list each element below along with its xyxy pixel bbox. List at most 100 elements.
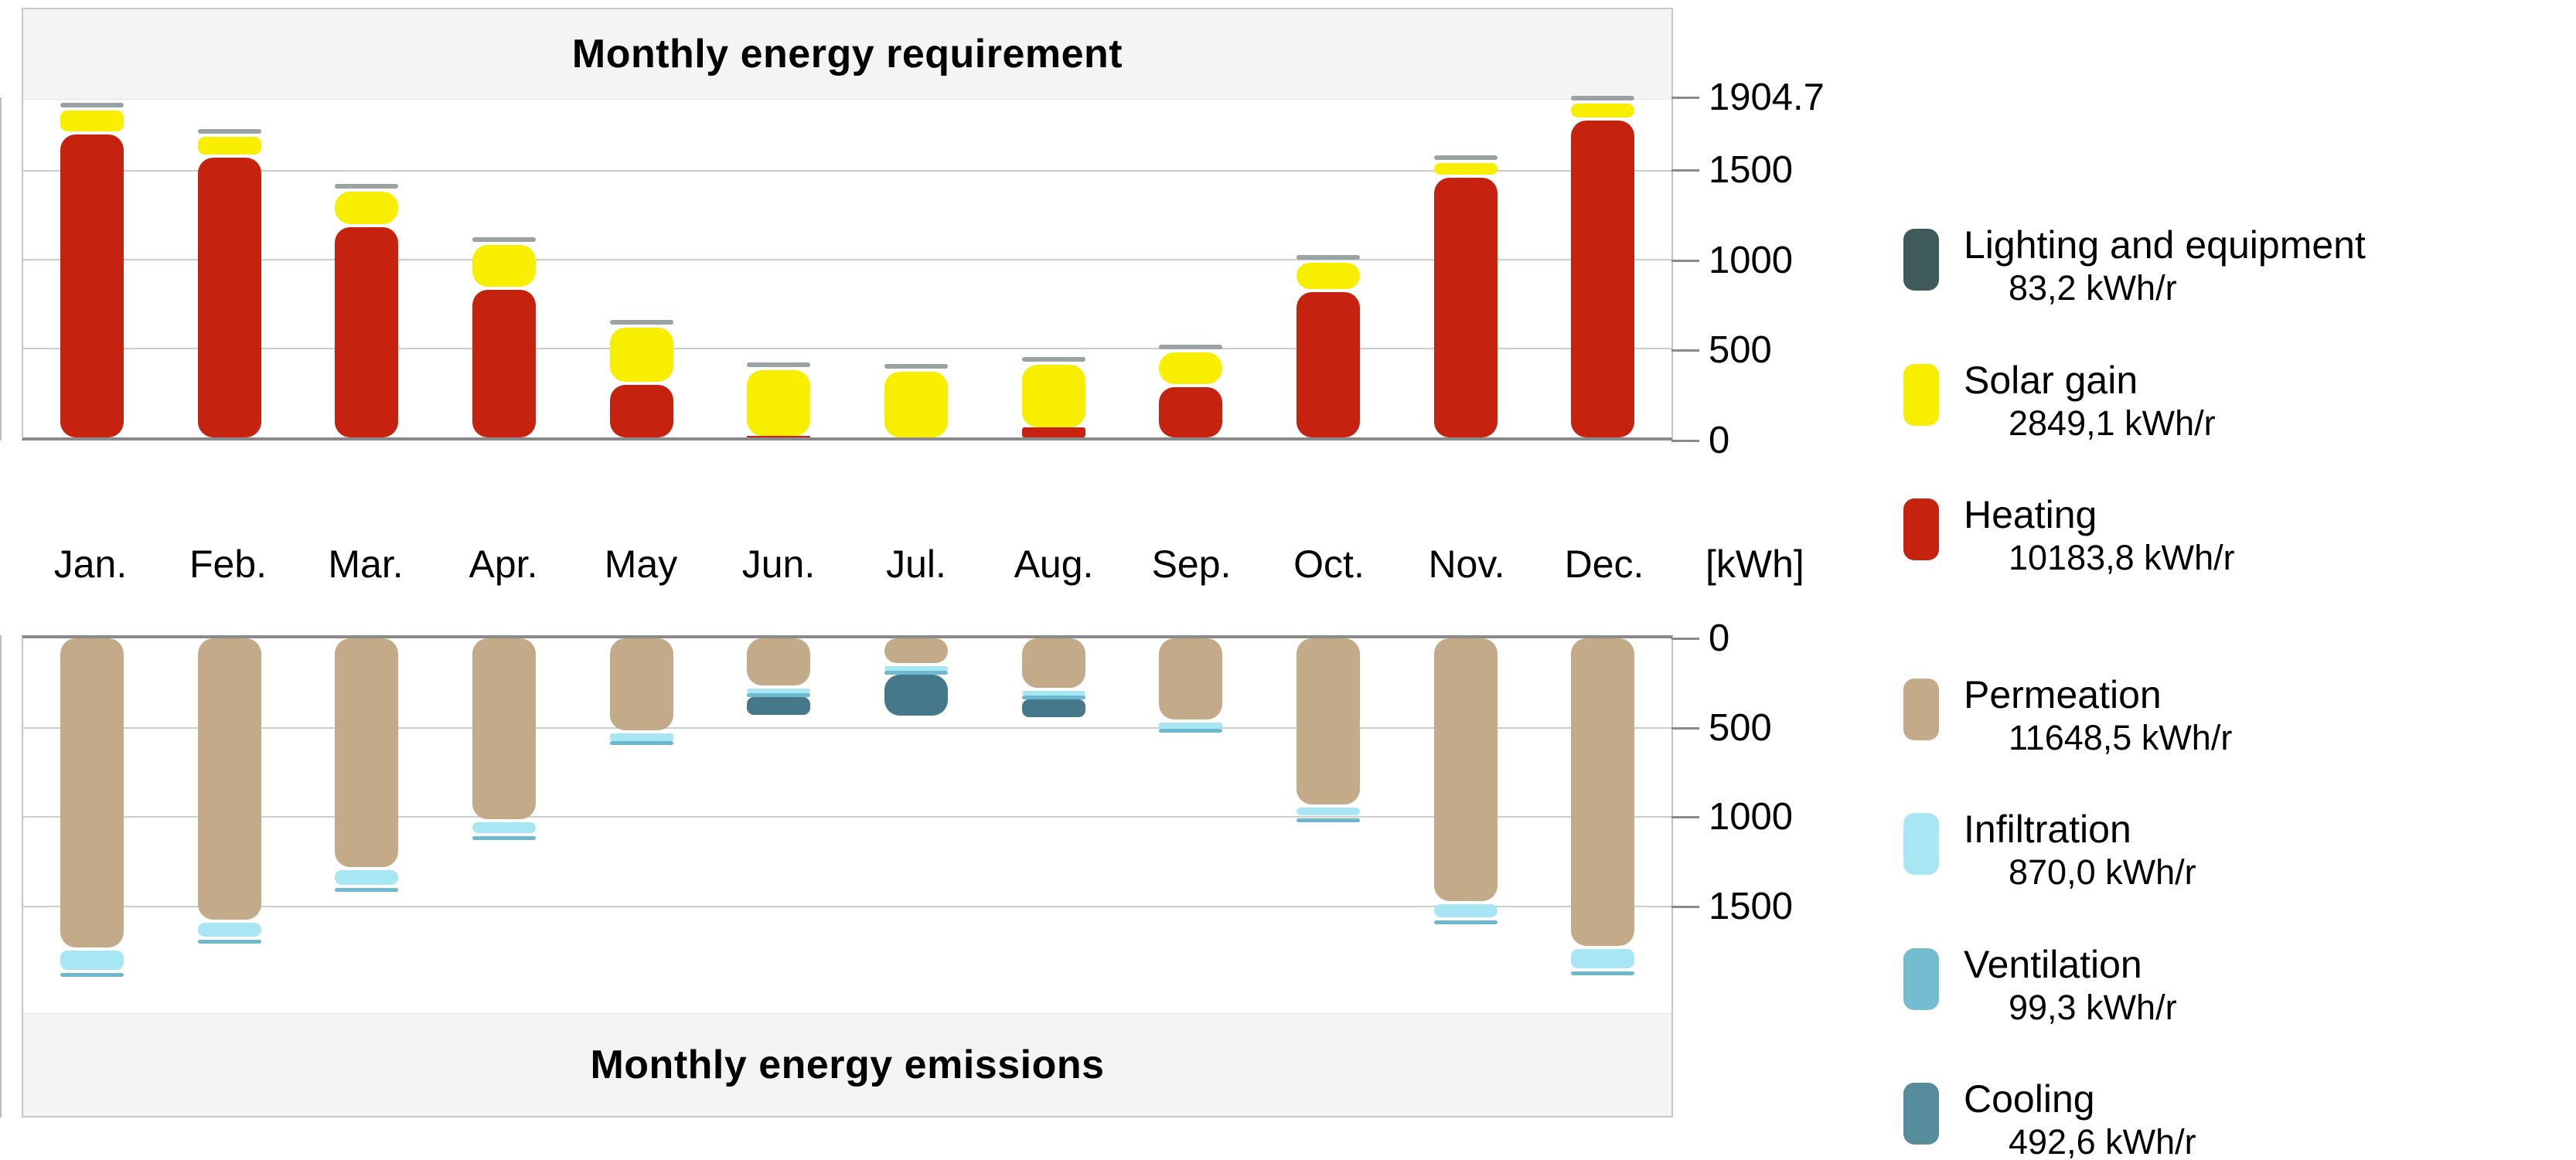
solar-gain-segment bbox=[472, 245, 536, 287]
permeation-segment bbox=[1571, 638, 1635, 946]
legend-item-ventilation: Ventilation 99,3 kWh/r bbox=[1903, 944, 2568, 1031]
bar-column-may bbox=[573, 99, 710, 437]
permeation-segment bbox=[335, 638, 399, 867]
ventilation-label: Ventilation bbox=[1964, 942, 2142, 986]
y-tick-1000 bbox=[1671, 259, 1699, 262]
y-tick-0 bbox=[1671, 638, 1699, 640]
month-axis: Jan. Feb. Mar. Apr. May Jun. Jul. Aug. Sep. Oct. N… bbox=[22, 539, 1673, 589]
permeation-segment bbox=[747, 638, 811, 685]
legend-item-infiltration: Infiltration 870,0 kWh/r bbox=[1903, 808, 2568, 896]
bar-column-sep bbox=[1122, 99, 1259, 437]
bar-column-jan bbox=[23, 99, 161, 437]
month-label: May bbox=[604, 543, 678, 586]
monthly-energy-requirement-bars bbox=[23, 96, 1671, 437]
lighting-and-equipment-segment bbox=[1159, 345, 1223, 350]
heating-segment bbox=[1021, 427, 1085, 437]
y-tick-500 bbox=[1671, 726, 1699, 730]
ventilation-segment bbox=[1433, 920, 1498, 924]
ventilation-segment bbox=[609, 740, 673, 745]
infiltration-segment bbox=[1571, 948, 1635, 969]
solar-gain-segment bbox=[335, 192, 399, 225]
legend-text: Ventilation 99,3 kWh/r bbox=[1964, 944, 2177, 1031]
heating-segment bbox=[472, 289, 536, 437]
emissions-y-axis-line bbox=[0, 635, 2, 1117]
permeation-segment bbox=[1296, 638, 1360, 805]
ventilation-segment bbox=[60, 972, 124, 977]
y-tick-label-1500: 1500 bbox=[1709, 149, 1794, 192]
month-label: Sep. bbox=[1151, 543, 1232, 586]
heating-segment bbox=[1296, 292, 1360, 437]
heating-segment bbox=[1159, 387, 1223, 437]
heating-segment bbox=[335, 227, 399, 437]
solar-gain-swatch bbox=[1903, 363, 1939, 426]
y-tick-500 bbox=[1671, 349, 1699, 352]
infiltration-segment bbox=[747, 688, 811, 694]
y-tick-label-1000: 1000 bbox=[1709, 239, 1794, 281]
solar-gain-segment bbox=[747, 369, 811, 437]
bar-column-jun bbox=[710, 99, 847, 437]
infiltration-segment bbox=[60, 950, 124, 970]
infiltration-segment bbox=[335, 869, 399, 885]
bar-column-jul bbox=[847, 638, 985, 1014]
requirement-y-axis: 1904.7 1500 1000 500 0 bbox=[1671, 77, 1981, 461]
gridline-500 bbox=[23, 348, 1671, 350]
infiltration-segment bbox=[197, 922, 261, 937]
bar-column-dec bbox=[1534, 638, 1671, 1014]
bar-column-aug bbox=[985, 638, 1123, 1014]
emissions-chart: Monthly energy emissions bbox=[22, 635, 1673, 1117]
lighting-and-equipment-segment bbox=[747, 362, 811, 367]
lighting-and-equipment-segment bbox=[884, 364, 948, 369]
y-tick-label-500: 500 bbox=[1709, 329, 1772, 372]
solar-gain-segment bbox=[884, 372, 948, 437]
ventilation-value: 99,3 kWh/r bbox=[2009, 987, 2177, 1027]
ventilation-segment bbox=[1571, 971, 1635, 976]
emissions-chart-title: Monthly energy emissions bbox=[23, 1013, 1671, 1116]
ventilation-segment bbox=[884, 670, 948, 675]
lighting-and-equipment-segment bbox=[335, 184, 399, 189]
legend: Lighting and equipment 83,2 kWh/r Solar ga… bbox=[1903, 224, 2568, 1160]
lighting-and-equipment-segment bbox=[60, 103, 124, 108]
gridline-1000 bbox=[23, 259, 1671, 261]
permeation-swatch bbox=[1903, 678, 1939, 740]
bar-column-feb bbox=[161, 99, 298, 437]
gridline-1000 bbox=[23, 816, 1671, 818]
lighting-and-equipment-segment bbox=[1571, 96, 1635, 101]
ventilation-swatch bbox=[1903, 947, 1939, 1010]
legend-text: Infiltration 870,0 kWh/r bbox=[1964, 808, 2196, 896]
cooling-segment bbox=[884, 674, 948, 716]
gridline-500 bbox=[23, 726, 1671, 729]
legend-group-gap bbox=[1903, 629, 2568, 674]
permeation-label: Permeation bbox=[1964, 672, 2162, 716]
ventilation-segment bbox=[747, 693, 811, 698]
legend-text: Lighting and equipment 83,2 kWh/r bbox=[1964, 224, 2366, 311]
infiltration-segment bbox=[472, 822, 536, 833]
solar-gain-segment bbox=[1021, 365, 1085, 428]
solar-gain-segment bbox=[1296, 263, 1360, 289]
ventilation-segment bbox=[197, 940, 261, 944]
solar-gain-segment bbox=[609, 328, 673, 382]
y-tick-label-1500: 1500 bbox=[1709, 886, 1794, 928]
month-label: Mar. bbox=[328, 543, 404, 586]
permeation-segment bbox=[1433, 638, 1498, 901]
solar-gain-segment bbox=[197, 136, 261, 155]
infiltration-value: 870,0 kWh/r bbox=[2009, 852, 2196, 892]
bar-column-apr bbox=[435, 638, 573, 1014]
bar-column-mar bbox=[298, 638, 435, 1014]
bar-column-aug bbox=[985, 99, 1123, 437]
y-tick-1500 bbox=[1671, 169, 1699, 172]
y-tick-label-0: 0 bbox=[1709, 617, 1730, 659]
unit-label: [kWh] bbox=[1705, 543, 1804, 586]
ventilation-segment bbox=[472, 835, 536, 840]
permeation-value: 11648,5 kWh/r bbox=[2009, 717, 2233, 757]
bar-column-oct bbox=[1259, 99, 1397, 437]
bar-column-jul bbox=[847, 99, 985, 437]
lighting-and-equipment-swatch bbox=[1903, 229, 1939, 291]
infiltration-segment bbox=[609, 733, 673, 741]
permeation-segment bbox=[884, 638, 948, 663]
infiltration-segment bbox=[1159, 722, 1223, 729]
cooling-swatch bbox=[1903, 1083, 1939, 1145]
infiltration-label: Infiltration bbox=[1964, 808, 2131, 851]
solar-gain-label: Solar gain bbox=[1964, 358, 2138, 402]
month-label: Jul. bbox=[886, 543, 946, 586]
bar-column-may bbox=[573, 638, 710, 1014]
